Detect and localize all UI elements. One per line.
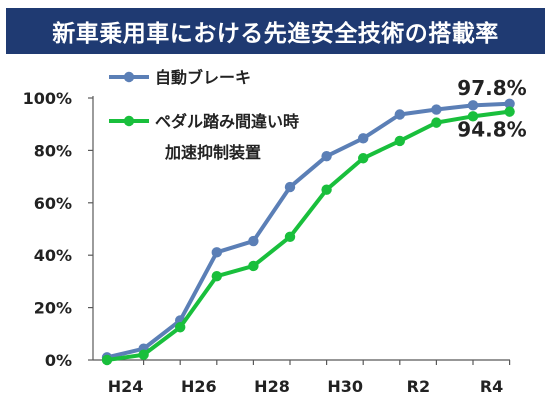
data-point [138,349,149,360]
chart-title: 新車乗用車における先進安全技術の搭載率 [6,8,545,54]
data-point [248,260,259,272]
data-point [321,150,332,162]
y-tick-label: 20% [34,299,72,318]
data-point [431,117,442,128]
data-point [394,109,405,120]
x-tick-label: H28 [254,377,290,396]
data-point [504,106,515,117]
data-point [394,135,405,147]
x-tick-label: R2 [407,377,430,396]
series-line [106,101,510,360]
y-tick-label: 0% [45,351,72,370]
data-point [504,98,515,109]
series-line [106,109,510,362]
x-tick-label: H30 [327,377,363,396]
data-point [467,100,479,111]
y-tick-label: 60% [34,194,72,213]
data-point [248,235,259,247]
data-label: 94.8% [457,118,526,142]
y-tick-label: 80% [34,141,72,160]
legend-label: 自動ブレーキ [155,68,251,87]
legend-marker [123,115,135,127]
data-point [358,133,369,144]
data-point [175,322,186,333]
data-point [101,354,113,366]
y-tick-label: 100% [23,89,72,108]
data-point [358,153,369,164]
x-tick-label: H24 [108,377,144,396]
data-point [284,181,296,193]
legend-label: 加速抑制装置 [164,143,261,162]
data-point [211,247,222,258]
legend-marker [123,71,135,83]
data-point [211,270,222,282]
data-point [284,231,296,243]
data-point [431,104,442,115]
y-tick-label: 40% [34,246,72,265]
x-tick-label: R4 [480,377,503,396]
legend-label: ペダル踏み間違い時 [155,112,299,131]
x-tick-label: H26 [181,377,217,396]
data-label: 97.8% [457,76,526,100]
data-point [467,111,479,122]
data-point [321,184,332,195]
